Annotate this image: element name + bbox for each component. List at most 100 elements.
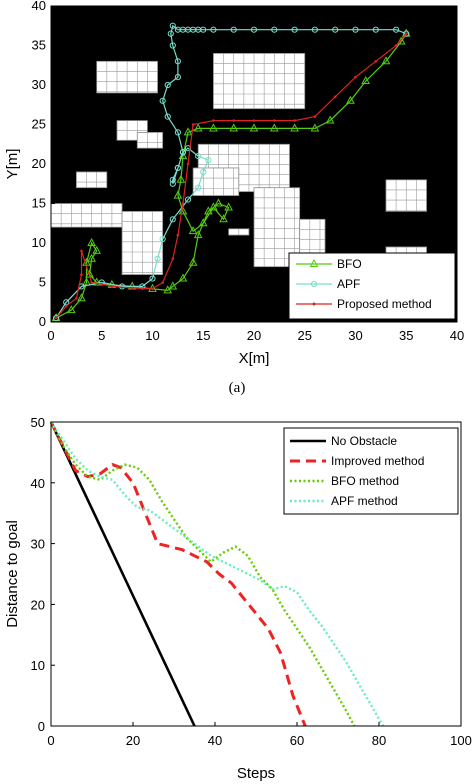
data-point bbox=[90, 281, 93, 284]
data-point bbox=[181, 202, 185, 205]
legend-label: No Obstacle bbox=[331, 434, 397, 448]
x-tick-label: 60 bbox=[290, 733, 304, 748]
x-tick-label: 30 bbox=[348, 328, 362, 343]
y-tick-label: 35 bbox=[32, 38, 46, 53]
legend-label: APF method bbox=[331, 494, 398, 508]
data-point bbox=[179, 149, 187, 156]
caption-a: (a) bbox=[229, 380, 246, 396]
data-point bbox=[169, 176, 176, 183]
series-apf bbox=[52, 22, 410, 322]
data-point bbox=[188, 226, 198, 235]
x-tick-label: 0 bbox=[47, 328, 54, 343]
y-tick-label: 20 bbox=[32, 156, 46, 171]
x-tick-label: 0 bbox=[47, 733, 54, 748]
legend-b: No Obstacle Improved method BFO method APF … bbox=[283, 427, 459, 515]
legend-entry: BFO bbox=[296, 257, 362, 271]
data-point bbox=[393, 26, 400, 33]
data-point bbox=[209, 123, 218, 132]
legend-b-box bbox=[283, 427, 459, 515]
data-point bbox=[168, 281, 178, 290]
obstacle bbox=[212, 53, 306, 110]
obstacle-block bbox=[75, 171, 108, 189]
legend-entry: BFO method bbox=[290, 474, 399, 488]
data-point bbox=[394, 44, 398, 47]
data-point bbox=[332, 26, 339, 33]
y-tick-label: 5 bbox=[39, 275, 46, 290]
data-point bbox=[139, 283, 146, 290]
distance-chart: 0 20 40 60 80 100 0 10 20 30 40 50 No Obstacle Impro… bbox=[4, 415, 472, 782]
data-point bbox=[174, 164, 181, 172]
data-point bbox=[176, 174, 186, 183]
data-point bbox=[200, 168, 207, 175]
data-point bbox=[54, 316, 58, 320]
obstacle bbox=[50, 203, 123, 228]
data-point bbox=[183, 127, 193, 136]
data-point bbox=[193, 230, 203, 239]
path-layer bbox=[51, 22, 411, 322]
y-tick-label: 30 bbox=[31, 537, 45, 552]
data-point bbox=[310, 123, 320, 132]
data-point bbox=[154, 255, 161, 262]
data-point bbox=[63, 299, 70, 306]
x-axis-label-b: Steps bbox=[237, 765, 275, 782]
legend-entry: Improved method bbox=[290, 454, 424, 468]
x-tick-label: 40 bbox=[450, 328, 464, 343]
data-point bbox=[403, 30, 410, 37]
legend-marker bbox=[309, 258, 319, 267]
data-point bbox=[169, 42, 176, 49]
data-point bbox=[164, 81, 171, 89]
data-point bbox=[87, 253, 96, 262]
data-point bbox=[250, 26, 258, 33]
data-point bbox=[229, 123, 239, 132]
data-point bbox=[66, 305, 76, 314]
data-point bbox=[209, 202, 218, 211]
data-point bbox=[188, 257, 198, 266]
data-point bbox=[52, 314, 60, 322]
data-point bbox=[110, 285, 114, 288]
legend-label: APF bbox=[337, 277, 360, 291]
y-tick-label: 50 bbox=[31, 415, 45, 430]
data-point bbox=[252, 119, 256, 122]
data-point bbox=[64, 304, 68, 308]
data-point bbox=[269, 123, 279, 132]
data-point bbox=[191, 123, 195, 126]
data-point bbox=[163, 285, 173, 294]
series-proposed-method bbox=[54, 32, 408, 320]
legend-label: Proposed method bbox=[337, 297, 432, 311]
y-tick-label: 0 bbox=[39, 314, 46, 329]
legend-entry: APF bbox=[296, 277, 360, 291]
data-point bbox=[195, 153, 202, 160]
data-point bbox=[404, 32, 408, 35]
obstacle bbox=[96, 60, 158, 94]
y-tick-label: 10 bbox=[31, 658, 45, 673]
data-point bbox=[200, 26, 207, 33]
obstacle-layer bbox=[50, 53, 427, 275]
x-tick-label: 25 bbox=[298, 328, 312, 343]
data-point bbox=[354, 75, 357, 79]
series-bfo bbox=[51, 28, 411, 322]
data-point bbox=[311, 26, 318, 33]
data-point bbox=[186, 162, 190, 166]
line-layer bbox=[49, 421, 385, 727]
x-tick-label: 20 bbox=[126, 733, 140, 748]
x-tick-label: 15 bbox=[196, 328, 210, 343]
plot-a-ticks: 0 5 10 15 20 25 30 35 40 0 5 10 15 20 25 30 35 40 bbox=[32, 0, 465, 343]
data-point bbox=[161, 281, 164, 284]
data-point bbox=[92, 277, 102, 286]
series-line bbox=[55, 33, 407, 319]
obstacle bbox=[228, 228, 250, 236]
data-point bbox=[80, 273, 83, 276]
x-tick-label: 40 bbox=[208, 733, 222, 748]
x-tick-label: 20 bbox=[247, 328, 261, 343]
data-point bbox=[374, 60, 378, 63]
obstacle bbox=[136, 131, 164, 149]
data-point bbox=[372, 26, 379, 33]
plot-b-ticks: 0 20 40 60 80 100 0 10 20 30 40 50 bbox=[31, 415, 472, 748]
legend-entry: APF method bbox=[290, 494, 398, 508]
x-axis-label-a: X[m] bbox=[239, 350, 270, 367]
data-point bbox=[151, 287, 154, 291]
data-point bbox=[352, 26, 359, 33]
data-point bbox=[174, 74, 181, 81]
data-point bbox=[230, 26, 237, 33]
y-axis-label-b: Distance to goal bbox=[4, 520, 21, 628]
